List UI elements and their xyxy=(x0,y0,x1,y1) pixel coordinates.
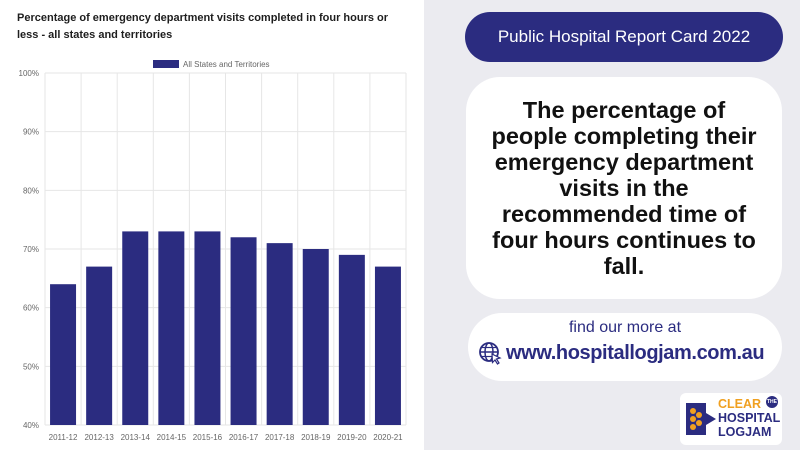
y-tick-label: 50% xyxy=(23,362,39,371)
bar-2012-13 xyxy=(86,266,113,425)
bar-2019-20 xyxy=(338,254,365,425)
globe-cursor-icon xyxy=(479,342,502,365)
x-tick-label: 2012-13 xyxy=(84,433,114,442)
bar-2016-17 xyxy=(230,237,257,425)
bar-2017-18 xyxy=(266,243,293,425)
y-tick-label: 70% xyxy=(23,245,39,254)
logo-text-clear: CLEAR xyxy=(718,397,762,411)
bar-2018-19 xyxy=(302,249,329,425)
header-title: Public Hospital Report Card 2022 xyxy=(497,27,751,46)
y-tick-label: 80% xyxy=(23,186,39,195)
bar-chart: 40% 50% 60% 70% 80% 90% 100% 2011-12 2012-13 2013… xyxy=(19,60,407,442)
x-tick-label: 2015-16 xyxy=(193,433,223,442)
logo-text-the: THE xyxy=(766,396,778,408)
x-tick-label: 2014-15 xyxy=(157,433,187,442)
logjam-logo-icon xyxy=(686,403,716,435)
x-tick-label: 2013-14 xyxy=(121,433,151,442)
y-tick-label: 60% xyxy=(23,304,39,313)
website-link-card[interactable]: find our more at www.hospitallogjam.com.… xyxy=(468,313,782,381)
bar-2011-12 xyxy=(50,284,77,425)
find-more-text: find our more at xyxy=(568,319,682,336)
x-tick-label: 2017-18 xyxy=(265,433,295,442)
x-tick-label: 2016-17 xyxy=(229,433,259,442)
chart-panel: Percentage of emergency department visit… xyxy=(0,0,424,450)
message-text: The percentage of people completing thei… xyxy=(491,97,757,279)
website-url[interactable]: www.hospitallogjam.com.au xyxy=(506,341,765,364)
bar-2014-15 xyxy=(158,231,185,425)
chart-title: Percentage of emergency department visit… xyxy=(17,12,389,41)
legend-label: All States and Territories xyxy=(183,60,270,69)
logo-text-logjam: LOGJAM xyxy=(718,425,772,439)
x-tick-label: 2020-21 xyxy=(373,433,403,442)
y-tick-label: 90% xyxy=(23,128,39,137)
message-card: The percentage of people completing thei… xyxy=(466,77,782,299)
clear-the-hospital-logjam-logo: CLEAR THE HOSPITAL LOGJAM xyxy=(680,393,782,445)
bar-2013-14 xyxy=(122,231,149,425)
legend-swatch xyxy=(153,60,179,68)
y-tick-label: 100% xyxy=(19,69,39,78)
url-row[interactable]: www.hospitallogjam.com.au xyxy=(478,341,765,365)
bar-2015-16 xyxy=(194,231,221,425)
x-tick-label: 2019-20 xyxy=(337,433,367,442)
report-card-header: Public Hospital Report Card 2022 xyxy=(465,12,783,62)
x-tick-label: 2018-19 xyxy=(301,433,331,442)
logo-text-hospital: HOSPITAL xyxy=(718,411,781,425)
x-tick-label: 2011-12 xyxy=(49,433,78,442)
bar-2020-21 xyxy=(374,266,401,425)
y-tick-label: 40% xyxy=(23,421,39,430)
